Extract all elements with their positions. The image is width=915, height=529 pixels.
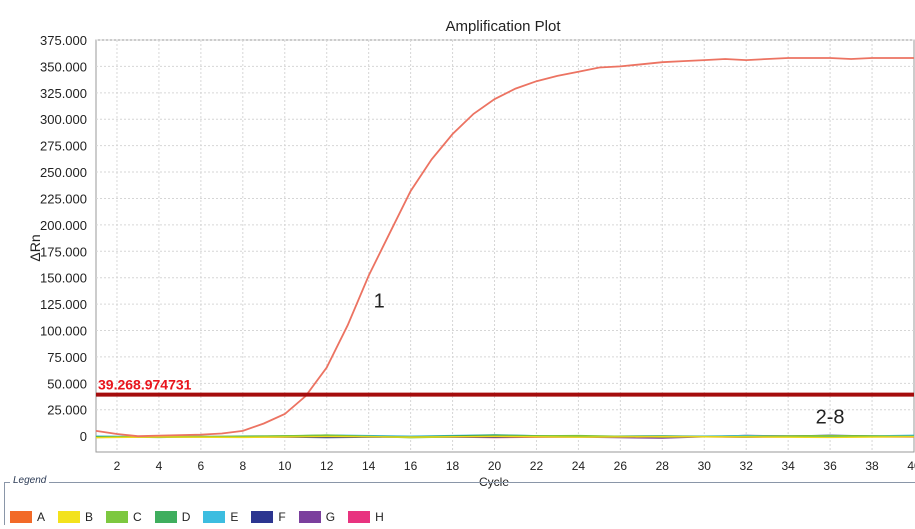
- y-tick-label: 300.000: [40, 112, 87, 127]
- x-tick-label: 24: [572, 459, 586, 473]
- y-tick-label: 25.000: [47, 403, 87, 418]
- y-tick-label: 375.000: [40, 33, 87, 48]
- legend-label: E: [230, 509, 239, 524]
- y-tick-label: 100.000: [40, 324, 87, 339]
- x-tick-label: 8: [239, 459, 246, 473]
- legend-label: D: [181, 509, 191, 524]
- x-tick-label: 32: [740, 459, 754, 473]
- y-tick-label: 200.000: [40, 218, 87, 233]
- legend-swatch: [154, 510, 177, 523]
- y-axis-label: ΔRn: [27, 234, 43, 261]
- legend-label: F: [278, 509, 286, 524]
- legend-swatch: [348, 510, 371, 523]
- legend-item-f: F: [251, 509, 286, 524]
- y-tick-label: 175.000: [40, 244, 87, 259]
- x-tick-label: 4: [156, 459, 163, 473]
- y-tick-label: 50.000: [47, 376, 87, 391]
- y-tick-label: 0: [80, 429, 87, 444]
- legend-item-d: D: [154, 509, 191, 524]
- y-tick-label: 150.000: [40, 271, 87, 286]
- legend-frame: [4, 482, 915, 525]
- legend-label: C: [133, 509, 142, 524]
- series-line-a: [95, 57, 914, 438]
- plot-frame: [95, 39, 915, 453]
- x-tick-label: 22: [530, 459, 544, 473]
- curve-annotation: 1: [374, 290, 385, 312]
- y-tick-label: 275.000: [40, 139, 87, 154]
- legend-item-g: G: [298, 509, 336, 524]
- series-line-b: [95, 435, 915, 439]
- chart-title: Amplification Plot: [445, 18, 561, 35]
- legend-item-a: A: [10, 509, 45, 524]
- x-tick-label: 20: [488, 459, 502, 473]
- y-tick-label: 325.000: [40, 86, 87, 101]
- x-tick-label: 34: [781, 459, 795, 473]
- legend-swatch: [106, 510, 129, 523]
- curve-annotation: 2-8: [816, 406, 845, 428]
- x-tick-label: 6: [198, 459, 205, 473]
- legend-title: Legend: [10, 475, 50, 486]
- y-tick-label: 350.000: [40, 59, 87, 74]
- x-tick-label: 14: [362, 459, 376, 473]
- legend-item-h: H: [348, 509, 384, 524]
- legend-swatch: [10, 510, 32, 523]
- legend-swatch: [298, 510, 321, 523]
- y-tick-label: 75.000: [47, 350, 87, 365]
- x-tick-label: 12: [320, 459, 334, 473]
- x-tick-label: 16: [404, 459, 418, 473]
- legend-item-c: C: [106, 509, 142, 524]
- x-tick-label: 18: [446, 459, 460, 473]
- y-tick-label: 250.000: [40, 165, 87, 180]
- legend-label: G: [325, 509, 336, 524]
- x-tick-label: 26: [614, 459, 628, 473]
- legend-item-e: E: [203, 509, 238, 524]
- x-tick-label: 2: [114, 459, 121, 473]
- y-tick-label: 225.000: [40, 191, 87, 206]
- x-tick-label: 36: [823, 459, 837, 473]
- legend-label: H: [375, 509, 384, 524]
- x-tick-label: 40: [907, 459, 915, 473]
- legend-label: B: [85, 509, 94, 524]
- y-tick-label: 125.000: [40, 297, 87, 312]
- x-tick-label: 30: [698, 459, 712, 473]
- legend-item-b: B: [58, 509, 93, 524]
- x-tick-label: 10: [278, 459, 292, 473]
- legend-label: A: [37, 509, 46, 524]
- x-tick-label: 38: [865, 459, 879, 473]
- legend-swatch: [203, 510, 226, 523]
- plot-area: 0 25.000 50.000 75.000 100.000 125.000 150.000…: [40, 33, 915, 473]
- threshold-label: 39.268.974731: [98, 377, 192, 393]
- legend-swatch: [251, 510, 274, 523]
- legend: A B C D E F G H: [10, 509, 397, 524]
- x-tick-label: 28: [656, 459, 670, 473]
- legend-swatch: [58, 510, 81, 523]
